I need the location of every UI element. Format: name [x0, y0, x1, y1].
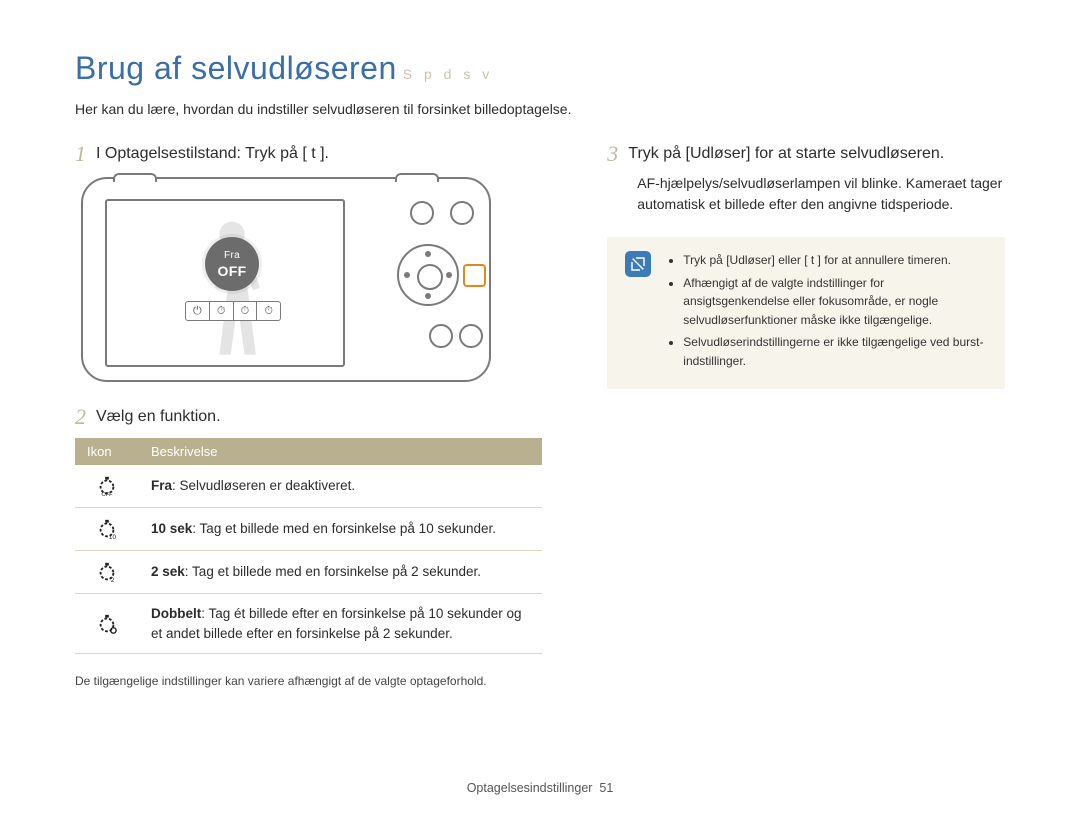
camera-body: Fra OFF ⏻ ⏱ ⏱ ⏱: [81, 177, 491, 382]
content-columns: 1 I Optagelsestilstand: Tryk på [ t ]. F…: [75, 143, 1005, 690]
tip-list: Tryk på [Udløser] eller [ t ] for at ann…: [667, 251, 987, 375]
camera-top-bump-right: [395, 173, 439, 182]
page-title-row: Brug af selvudløseren S p d s v: [75, 50, 1005, 87]
column-left: 1 I Optagelsestilstand: Tryk på [ t ]. F…: [75, 143, 542, 690]
tip-item: Selvudløserindstillingerne er ikke tilgæ…: [683, 333, 987, 370]
badge-label-small: Fra: [224, 250, 240, 261]
step-text: I Optagelsestilstand: Tryk på [ t ].: [96, 143, 329, 163]
footer-section: Optagelsesindstillinger: [467, 781, 593, 795]
camera-dpad: [397, 244, 459, 306]
step-text: Vælg en funktion.: [96, 406, 221, 426]
step-3: 3 Tryk på [Udløser] for at starte selvud…: [607, 143, 1005, 165]
footer-page: 51: [599, 781, 613, 795]
camera-screen: Fra OFF ⏻ ⏱ ⏱ ⏱: [105, 199, 345, 367]
step-text: Tryk på [Udløser] for at starte selvudlø…: [628, 143, 944, 163]
step-2: 2 Vælg en funktion.: [75, 406, 542, 428]
opt-off-icon: ⏻: [186, 302, 210, 320]
badge-label-main: OFF: [218, 263, 247, 279]
table-row: OFF Fra: Selvudløseren er deaktiveret.: [75, 465, 542, 508]
camera-small-button-5: [459, 324, 483, 348]
tip-item: Tryk på [Udløser] eller [ t ] for at ann…: [683, 251, 987, 270]
tip-box: Tryk på [Udløser] eller [ t ] for at ann…: [607, 237, 1005, 389]
svg-text:2: 2: [111, 577, 115, 583]
dpad-right-highlight: [463, 264, 486, 287]
row-desc: 2 sek: Tag et billede med en forsinkelse…: [139, 551, 542, 594]
page-title: Brug af selvudløseren: [75, 50, 397, 87]
row-desc: 10 sek: Tag et billede med en forsinkels…: [139, 508, 542, 551]
table-row: 2 2 sek: Tag et billede med en forsinkel…: [75, 551, 542, 594]
camera-small-button-1: [410, 201, 434, 225]
step-1: 1 I Optagelsestilstand: Tryk på [ t ].: [75, 143, 542, 165]
opt-double-icon: ⏱: [257, 302, 280, 320]
table-row: Dobbelt: Tag ét billede efter en forsink…: [75, 594, 542, 654]
info-icon: [625, 251, 651, 277]
camera-small-button-2: [450, 201, 474, 225]
title-mode-icons: S p d s v: [403, 66, 493, 82]
step-3-sub: AF-hjælpelys/selvudløserlampen vil blink…: [637, 173, 1005, 215]
row-icon-2s: 2: [75, 551, 139, 594]
step-number: 3: [607, 143, 618, 165]
step-number: 2: [75, 406, 86, 428]
options-table: Ikon Beskrivelse OFF Fra: Selvudløseren …: [75, 438, 542, 654]
row-desc: Fra: Selvudløseren er deaktiveret.: [139, 465, 542, 508]
table-row: 10 10 sek: Tag et billede med en forsink…: [75, 508, 542, 551]
svg-text:10: 10: [109, 534, 117, 540]
page-footer: Optagelsesindstillinger 51: [0, 781, 1080, 795]
opt-2s-icon: ⏱: [234, 302, 258, 320]
row-desc: Dobbelt: Tag ét billede efter en forsink…: [139, 594, 542, 654]
table-footnote: De tilgængelige indstillinger kan varier…: [75, 672, 542, 690]
column-right: 3 Tryk på [Udløser] for at starte selvud…: [587, 143, 1005, 690]
camera-illustration: Fra OFF ⏻ ⏱ ⏱ ⏱: [81, 177, 542, 382]
self-timer-off-badge: Fra OFF: [205, 237, 259, 291]
opt-10s-icon: ⏱: [210, 302, 234, 320]
tip-item: Afhængigt af de valgte indstillinger for…: [683, 274, 987, 330]
row-icon-off: OFF: [75, 465, 139, 508]
col-header-icon: Ikon: [75, 438, 139, 465]
camera-top-bump-left: [113, 173, 157, 182]
timer-option-bar: ⏻ ⏱ ⏱ ⏱: [185, 301, 281, 321]
intro-text: Her kan du lære, hvordan du indstiller s…: [75, 101, 1005, 117]
camera-small-button-4: [429, 324, 453, 348]
row-icon-double: [75, 594, 139, 654]
row-icon-10s: 10: [75, 508, 139, 551]
svg-text:OFF: OFF: [102, 492, 114, 497]
col-header-desc: Beskrivelse: [139, 438, 542, 465]
step-number: 1: [75, 143, 86, 165]
